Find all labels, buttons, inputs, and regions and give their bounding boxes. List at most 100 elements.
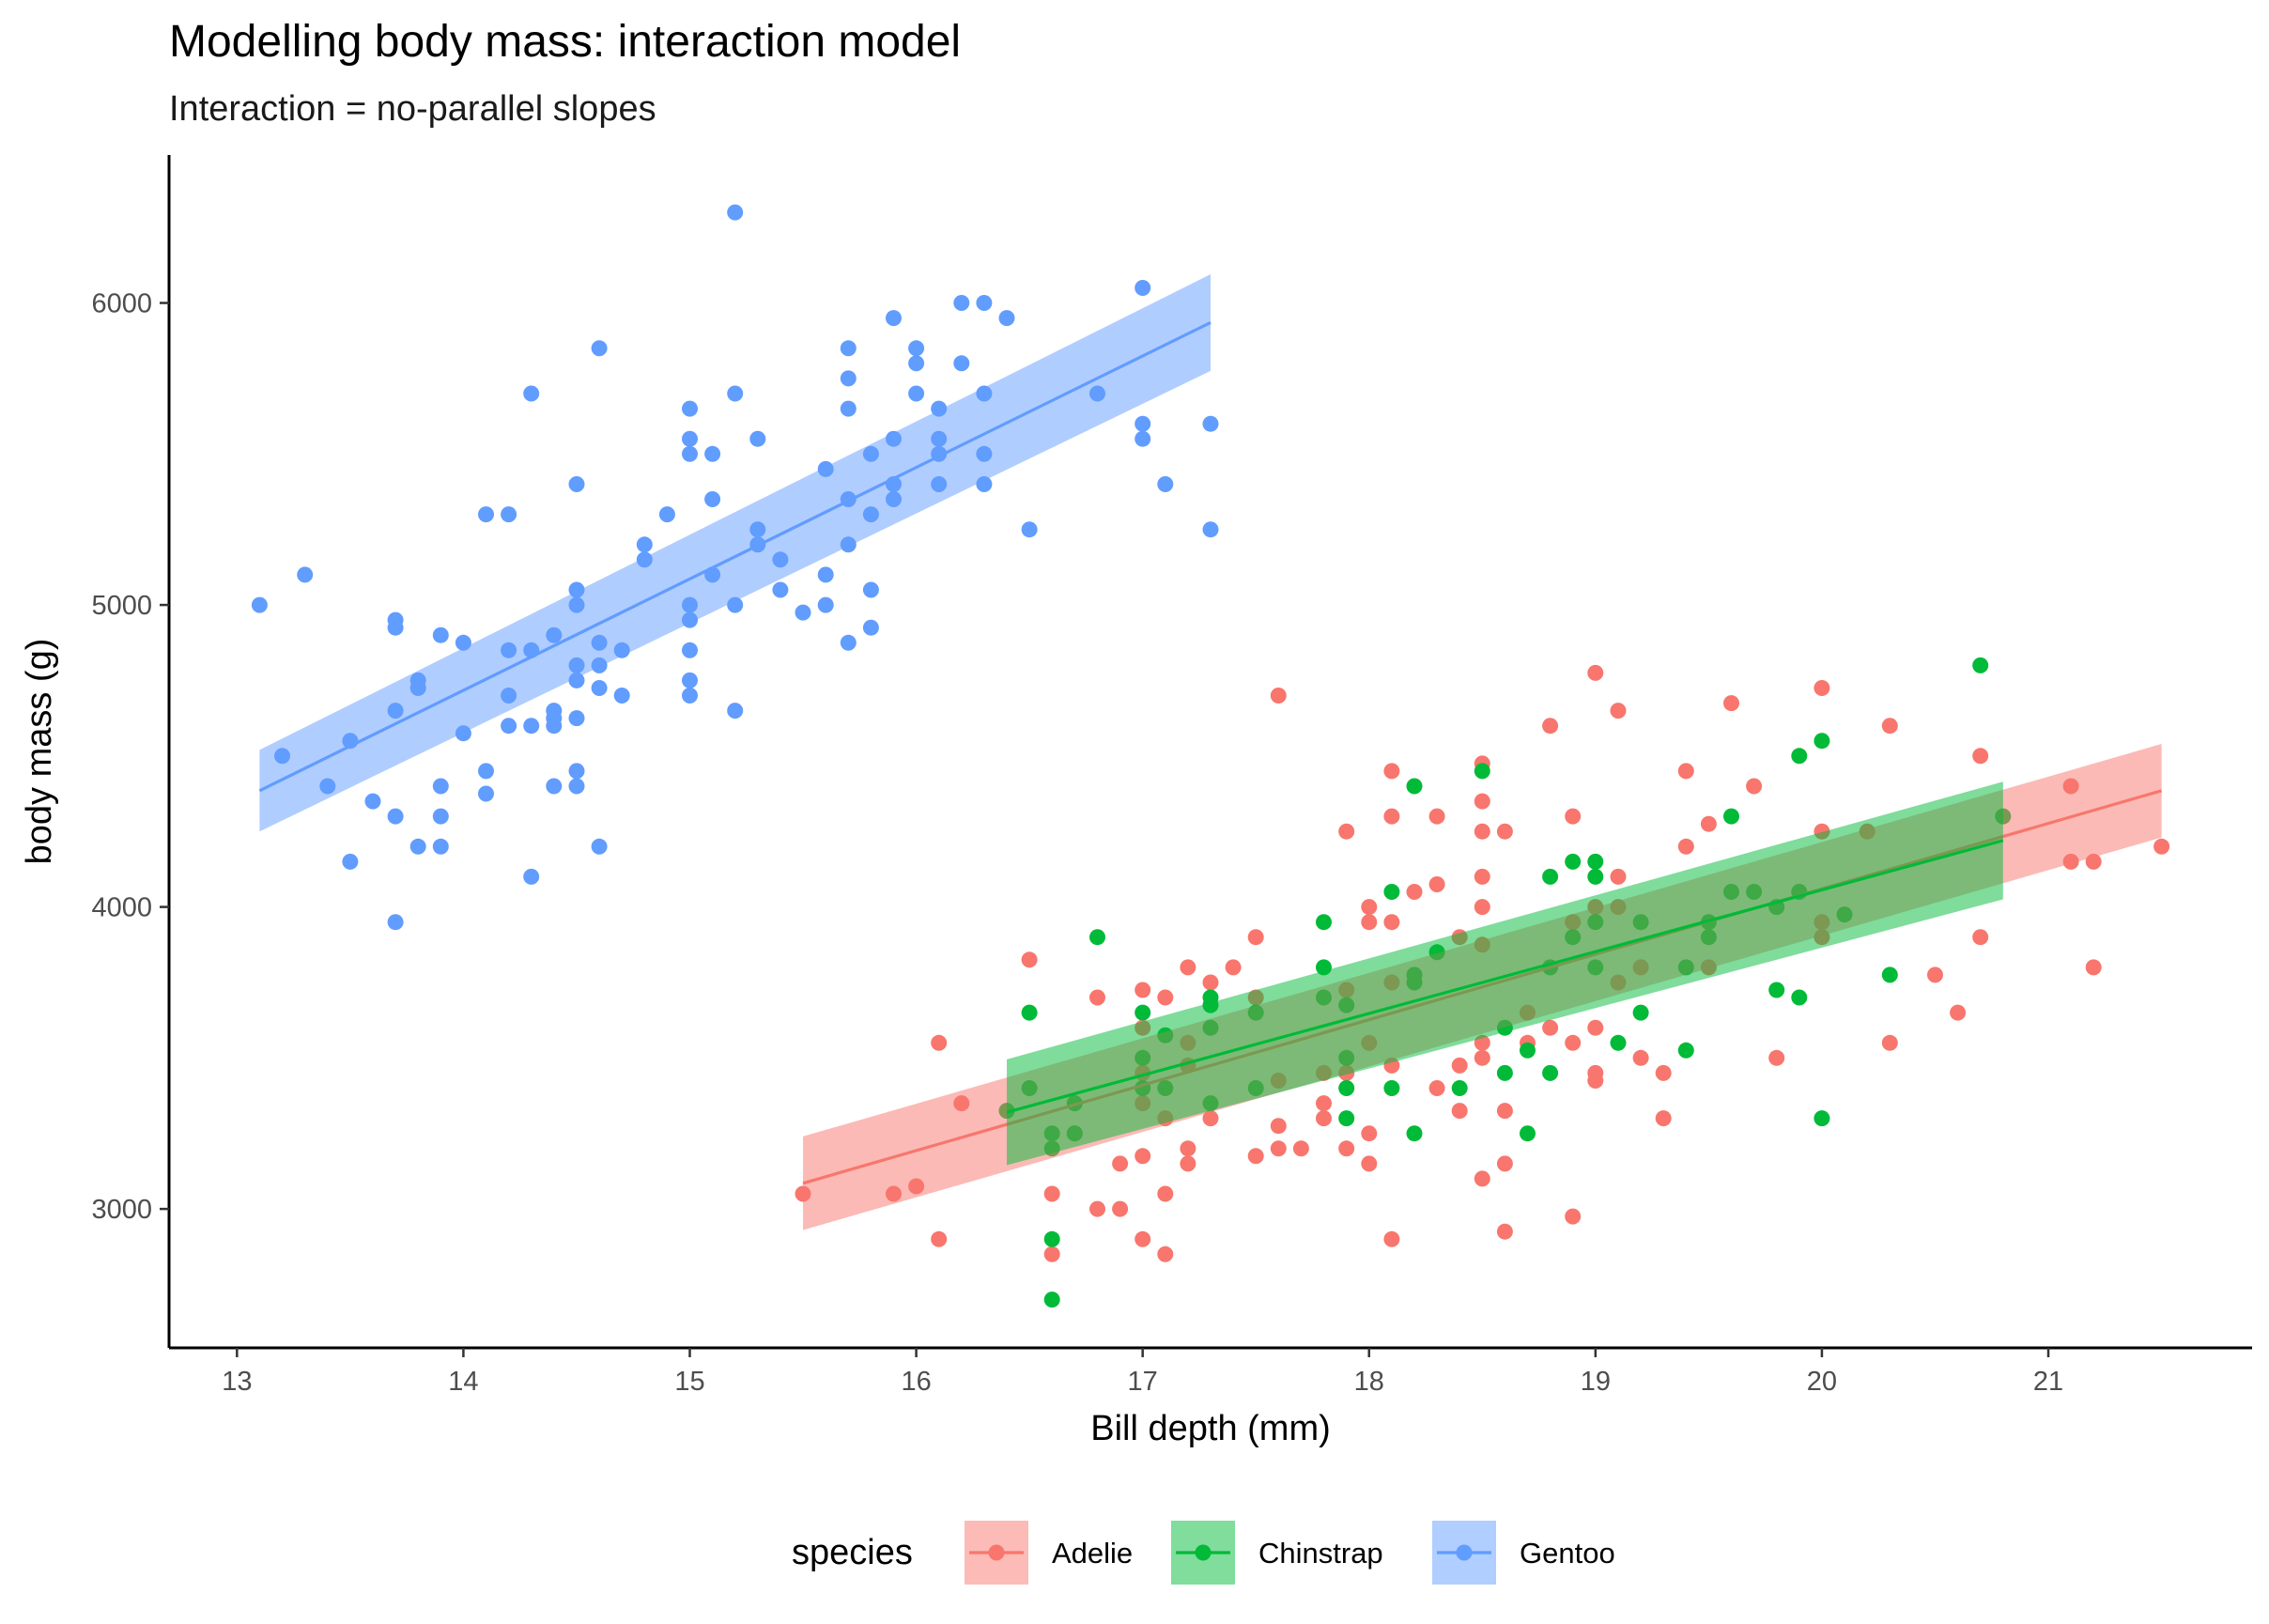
y-tick-label: 4000 xyxy=(91,893,152,923)
data-point-chinstrap xyxy=(1587,868,1604,885)
data-point-adelie xyxy=(1270,1118,1287,1135)
data-point-gentoo xyxy=(546,718,563,735)
data-point-gentoo xyxy=(976,295,993,311)
legend-title: species xyxy=(792,1533,913,1572)
data-point-gentoo xyxy=(387,808,404,825)
data-point-chinstrap xyxy=(1406,778,1423,795)
data-point-adelie xyxy=(1768,1049,1785,1066)
legend-label-gentoo: Gentoo xyxy=(1520,1537,1615,1570)
data-point-adelie xyxy=(1292,1140,1309,1157)
data-point-chinstrap xyxy=(1451,1080,1468,1096)
confidence-band-chinstrap xyxy=(1007,781,2003,1166)
chart-subtitle: Interaction = no-parallel slopes xyxy=(169,89,656,129)
data-point-adelie xyxy=(1677,838,1694,855)
data-point-gentoo xyxy=(613,688,630,704)
data-point-adelie xyxy=(1950,1004,1967,1021)
data-point-gentoo xyxy=(1021,521,1038,538)
data-point-adelie xyxy=(1474,793,1490,810)
x-axis-ticks: 13 14 15 16 17 18 19 20 21 xyxy=(222,1348,2063,1397)
data-point-adelie xyxy=(1247,1148,1264,1165)
data-point-chinstrap xyxy=(1021,1004,1038,1021)
data-point-adelie xyxy=(1496,1155,1513,1172)
data-point-gentoo xyxy=(817,566,834,583)
data-point-gentoo xyxy=(501,718,517,735)
data-point-chinstrap xyxy=(1610,1034,1627,1051)
data-point-adelie xyxy=(1134,1148,1151,1165)
data-point-adelie xyxy=(1428,1080,1445,1096)
data-point-gentoo xyxy=(772,581,789,598)
data-point-chinstrap xyxy=(1814,733,1830,750)
legend-label-adelie: Adelie xyxy=(1052,1537,1133,1570)
data-point-gentoo xyxy=(409,838,426,855)
data-point-adelie xyxy=(1202,1110,1219,1127)
x-tick-label: 18 xyxy=(1354,1367,1384,1397)
data-point-chinstrap xyxy=(1520,1125,1536,1142)
data-point-adelie xyxy=(1700,815,1717,832)
data-point-gentoo xyxy=(251,596,268,613)
data-point-chinstrap xyxy=(1338,1080,1355,1096)
data-point-chinstrap xyxy=(1881,967,1898,983)
data-point-chinstrap xyxy=(1406,1125,1423,1142)
data-point-gentoo xyxy=(817,596,834,613)
data-point-chinstrap xyxy=(1972,657,1989,673)
data-point-chinstrap xyxy=(1587,853,1604,870)
data-point-gentoo xyxy=(727,703,744,719)
data-point-gentoo xyxy=(478,785,494,802)
data-point-gentoo xyxy=(727,204,744,221)
data-point-chinstrap xyxy=(1089,929,1105,946)
data-point-adelie xyxy=(1474,899,1490,916)
data-point-adelie xyxy=(1316,1110,1332,1127)
data-point-gentoo xyxy=(862,581,879,598)
data-point-adelie xyxy=(1972,748,1989,765)
data-point-gentoo xyxy=(908,355,925,372)
data-point-adelie xyxy=(1338,823,1355,840)
data-point-adelie xyxy=(1542,718,1559,735)
data-point-gentoo xyxy=(840,340,857,357)
data-point-chinstrap xyxy=(1338,1110,1355,1127)
y-tick-label: 3000 xyxy=(91,1195,152,1225)
x-tick-label: 21 xyxy=(2033,1367,2063,1397)
data-point-adelie xyxy=(1565,1034,1582,1051)
y-tick-label: 5000 xyxy=(91,591,152,621)
data-point-gentoo xyxy=(387,914,404,931)
data-point-chinstrap xyxy=(1043,1291,1060,1308)
data-point-gentoo xyxy=(953,355,970,372)
data-point-gentoo xyxy=(704,491,721,507)
data-point-gentoo xyxy=(658,506,675,523)
data-point-adelie xyxy=(1089,989,1105,1006)
data-point-gentoo xyxy=(636,536,653,553)
data-point-gentoo xyxy=(478,506,494,523)
data-point-gentoo xyxy=(886,310,902,327)
data-point-adelie xyxy=(1338,1140,1355,1157)
data-point-gentoo xyxy=(1202,521,1219,538)
data-point-adelie xyxy=(2085,959,2102,976)
data-point-adelie xyxy=(1972,929,1989,946)
data-point-gentoo xyxy=(523,385,540,402)
data-point-adelie xyxy=(1383,808,1400,825)
data-point-gentoo xyxy=(568,778,585,795)
x-tick-label: 19 xyxy=(1581,1367,1611,1397)
data-point-adelie xyxy=(1043,1245,1060,1262)
data-point-chinstrap xyxy=(1723,808,1739,825)
data-point-adelie xyxy=(931,1230,948,1247)
data-point-chinstrap xyxy=(1791,989,1808,1006)
x-axis-title: Bill depth (mm) xyxy=(1090,1409,1331,1448)
data-point-gentoo xyxy=(862,619,879,636)
data-point-adelie xyxy=(1814,680,1830,696)
data-point-chinstrap xyxy=(1565,853,1582,870)
data-point-gentoo xyxy=(297,566,314,583)
data-point-adelie xyxy=(1406,884,1423,900)
legend-label-chinstrap: Chinstrap xyxy=(1258,1537,1383,1570)
data-point-adelie xyxy=(1587,1019,1604,1036)
data-point-gentoo xyxy=(727,385,744,402)
data-point-gentoo xyxy=(840,400,857,417)
data-point-chinstrap xyxy=(1134,1004,1151,1021)
data-point-chinstrap xyxy=(1316,914,1332,931)
data-point-gentoo xyxy=(478,763,494,780)
data-point-gentoo xyxy=(908,340,925,357)
data-point-adelie xyxy=(1361,914,1378,931)
data-point-adelie xyxy=(2153,838,2170,855)
data-point-adelie xyxy=(1881,1034,1898,1051)
data-point-gentoo xyxy=(840,370,857,387)
data-point-adelie xyxy=(1496,1103,1513,1120)
